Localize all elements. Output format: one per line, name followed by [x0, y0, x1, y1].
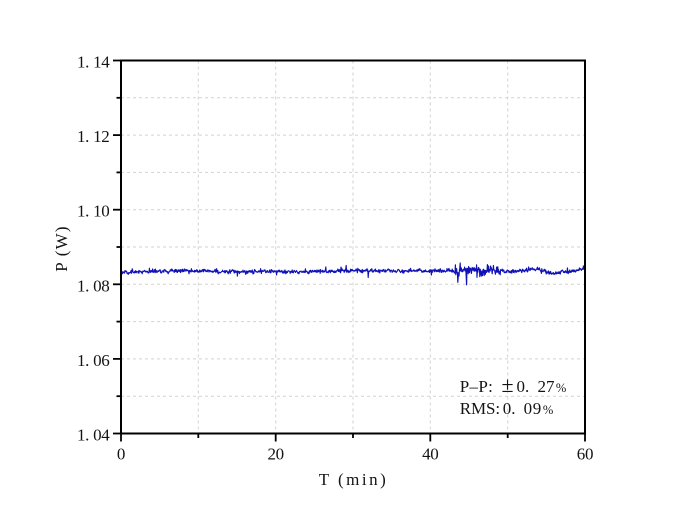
svg-text:20: 20	[267, 445, 283, 464]
svg-text:0: 0	[117, 445, 125, 464]
svg-text:1. 06: 1. 06	[77, 351, 110, 370]
svg-text:1. 08: 1. 08	[77, 276, 110, 295]
svg-text:60: 60	[577, 445, 593, 464]
svg-text:40: 40	[422, 445, 438, 464]
svg-text:T (min): T (min)	[319, 470, 389, 489]
svg-text:1. 04: 1. 04	[77, 426, 110, 445]
svg-text:RMS:0.09%: RMS: 0. 09%	[460, 399, 554, 418]
svg-text:P–P:±0.27%: P–P: ±0. 27%	[460, 372, 567, 397]
svg-text:1. 10: 1. 10	[77, 202, 110, 221]
svg-text:P (W): P (W)	[52, 225, 71, 271]
svg-text:1. 12: 1. 12	[77, 127, 110, 146]
svg-text:1. 14: 1. 14	[77, 53, 110, 72]
